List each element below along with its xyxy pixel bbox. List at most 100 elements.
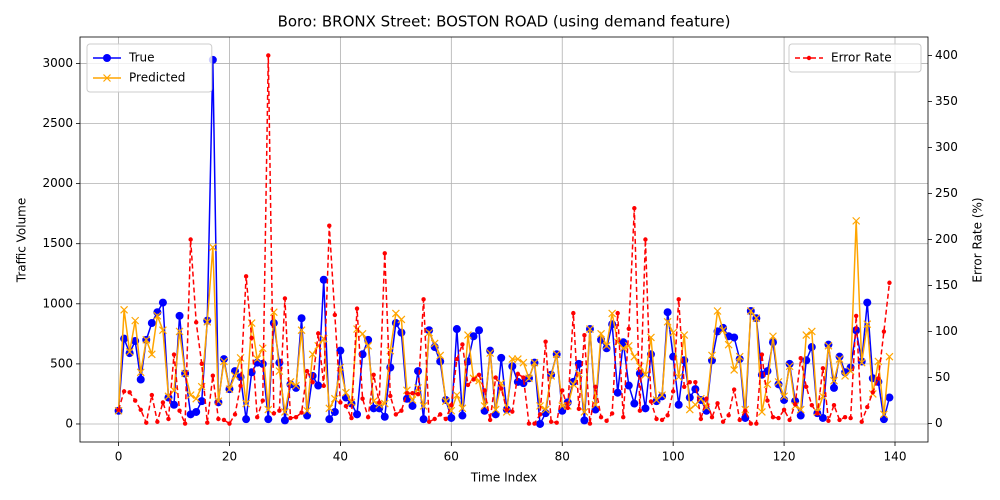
marker xyxy=(770,414,776,420)
marker xyxy=(460,342,465,347)
marker xyxy=(171,352,177,357)
legend-box xyxy=(86,43,213,93)
marker xyxy=(292,381,300,390)
marker xyxy=(197,397,206,406)
y-tick-label: 2500 xyxy=(42,116,73,130)
marker xyxy=(310,379,315,385)
marker xyxy=(177,408,182,413)
marker xyxy=(807,343,816,352)
marker xyxy=(785,362,794,371)
plot-frame xyxy=(79,36,929,443)
marker xyxy=(713,307,722,315)
marker xyxy=(853,313,859,319)
y2-tick-label: 300 xyxy=(935,140,958,154)
marker xyxy=(142,335,151,344)
y-tick-label: 0 xyxy=(65,416,73,430)
marker xyxy=(458,411,467,420)
marker xyxy=(499,386,504,391)
marker xyxy=(397,328,406,337)
marker xyxy=(593,384,598,389)
series-line xyxy=(117,220,891,415)
marker xyxy=(277,408,282,413)
marker xyxy=(508,362,517,371)
marker xyxy=(231,371,239,380)
marker xyxy=(377,400,382,405)
marker xyxy=(410,391,415,396)
marker xyxy=(360,396,365,401)
marker xyxy=(208,243,217,252)
marker xyxy=(247,319,256,327)
marker xyxy=(674,400,683,409)
marker xyxy=(266,53,271,58)
marker xyxy=(774,377,783,386)
marker xyxy=(438,412,443,417)
marker xyxy=(831,402,837,408)
marker xyxy=(166,416,171,422)
marker xyxy=(144,420,149,425)
y-tick-label: 1500 xyxy=(42,236,73,250)
marker xyxy=(835,355,844,364)
marker xyxy=(480,402,489,410)
marker xyxy=(837,417,842,423)
marker xyxy=(236,353,245,362)
marker xyxy=(726,413,731,418)
marker xyxy=(260,398,265,403)
marker xyxy=(504,407,509,412)
marker xyxy=(436,351,445,360)
marker xyxy=(796,411,805,420)
chart-title: Boro: BRONX Street: BOSTON ROAD (using d… xyxy=(278,13,731,31)
marker xyxy=(624,381,633,390)
marker xyxy=(371,372,376,378)
marker xyxy=(454,356,460,362)
series-line xyxy=(117,55,891,426)
x-tick-label: 80 xyxy=(555,450,570,464)
legend-box xyxy=(788,43,922,73)
marker xyxy=(525,374,533,383)
marker xyxy=(848,415,853,421)
x-tick-label: 120 xyxy=(773,450,796,464)
y2-tick-label: 350 xyxy=(935,94,958,108)
marker xyxy=(508,355,517,364)
marker xyxy=(380,412,389,421)
marker xyxy=(863,298,872,307)
marker xyxy=(380,399,389,408)
marker xyxy=(314,381,323,390)
marker xyxy=(708,351,716,360)
marker xyxy=(876,376,881,381)
marker xyxy=(354,306,360,311)
marker xyxy=(125,347,134,356)
marker xyxy=(879,410,888,419)
marker xyxy=(687,379,692,385)
marker xyxy=(447,413,456,422)
marker xyxy=(870,390,876,395)
marker xyxy=(471,377,476,382)
marker xyxy=(842,414,848,420)
marker xyxy=(587,421,593,426)
marker xyxy=(796,405,805,414)
legend-label: Error Rate xyxy=(831,51,892,65)
marker xyxy=(632,206,637,211)
marker xyxy=(665,413,670,418)
marker xyxy=(630,352,639,361)
marker xyxy=(615,310,620,316)
marker xyxy=(182,421,188,426)
y2-tick-label: 400 xyxy=(935,48,958,62)
y2-tick-label: 150 xyxy=(935,278,958,292)
x-tick-label: 60 xyxy=(444,450,459,464)
marker xyxy=(452,325,461,334)
marker xyxy=(674,373,683,382)
marker xyxy=(648,399,654,404)
marker xyxy=(663,308,672,317)
marker xyxy=(358,329,367,338)
x-tick-label: 140 xyxy=(884,450,907,464)
marker xyxy=(746,307,755,315)
marker xyxy=(676,297,681,302)
marker xyxy=(580,416,589,425)
marker xyxy=(802,331,811,339)
marker xyxy=(332,312,338,318)
marker xyxy=(785,359,794,368)
marker xyxy=(210,373,216,378)
marker xyxy=(441,397,450,406)
marker xyxy=(815,411,820,416)
marker xyxy=(881,329,887,334)
